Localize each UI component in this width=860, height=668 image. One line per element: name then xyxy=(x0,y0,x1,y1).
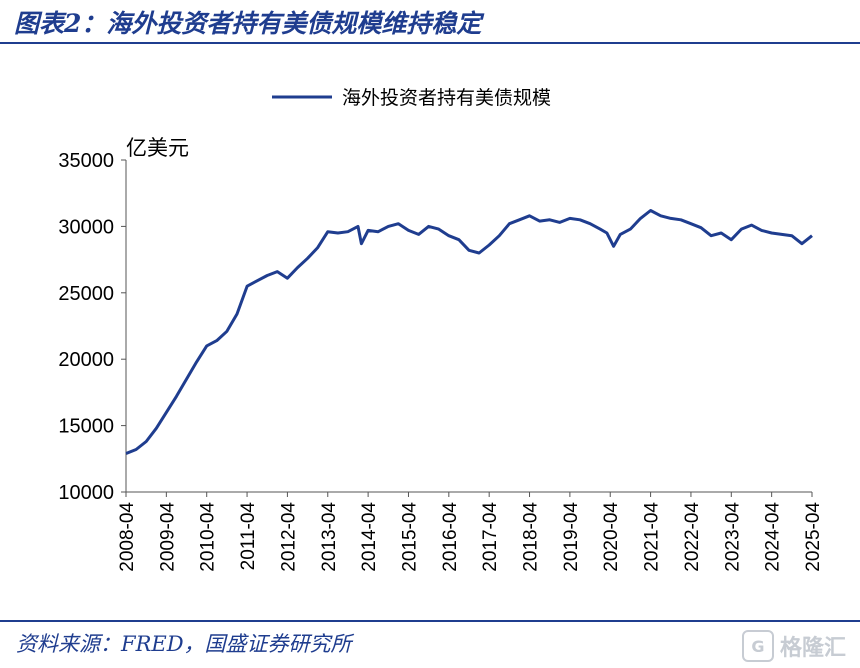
x-tick-label: 2025-04 xyxy=(803,502,824,572)
x-tick-label: 2016-04 xyxy=(440,502,461,572)
y-tick-label: 30000 xyxy=(58,216,114,238)
source-rule xyxy=(0,620,860,622)
x-tick-label: 2014-04 xyxy=(359,502,380,572)
x-tick-label: 2013-04 xyxy=(319,502,340,572)
watermark-text: 格隆汇 xyxy=(779,636,846,661)
watermark: G 格隆汇 xyxy=(741,630,846,662)
y-tick-label: 35000 xyxy=(58,150,114,172)
x-tick-label: 2024-04 xyxy=(763,502,784,572)
x-tick-label: 2021-04 xyxy=(642,502,663,572)
title-rule xyxy=(0,42,860,44)
line-chart: 10000 15000 20000 25000 30000 35000 亿美元 2008-04… xyxy=(58,87,824,572)
x-tick-label: 2015-04 xyxy=(399,502,420,572)
series-line xyxy=(125,209,813,455)
x-tick-label: 2011-04 xyxy=(238,502,259,571)
y-axis-unit: 亿美元 xyxy=(126,136,189,160)
x-tick-label: 2018-04 xyxy=(521,502,542,572)
x-tick-label: 2022-04 xyxy=(682,502,703,572)
x-tick-label: 2012-04 xyxy=(278,502,299,572)
x-tick-label: 2017-04 xyxy=(480,502,501,572)
y-tick-label: 10000 xyxy=(58,482,114,504)
x-tick-label: 2010-04 xyxy=(198,502,219,572)
source-note: 资料来源：FRED，国盛证券研究所 xyxy=(16,632,352,656)
figure-title: 图表2：海外投资者持有美债规模维持稳定 xyxy=(14,9,482,38)
y-tick-label: 15000 xyxy=(58,416,114,438)
x-tick-label: 2009-04 xyxy=(157,502,178,572)
y-tick-label: 25000 xyxy=(58,283,114,305)
x-tick-label: 2020-04 xyxy=(601,502,622,572)
y-tick-label: 20000 xyxy=(58,349,114,371)
x-tick-label: 2023-04 xyxy=(722,502,743,572)
x-tick-label: 2008-04 xyxy=(117,502,138,572)
legend-label: 海外投资者持有美债规模 xyxy=(342,87,551,109)
x-tick-label: 2019-04 xyxy=(561,502,582,572)
g-logo-icon: G xyxy=(741,630,774,662)
